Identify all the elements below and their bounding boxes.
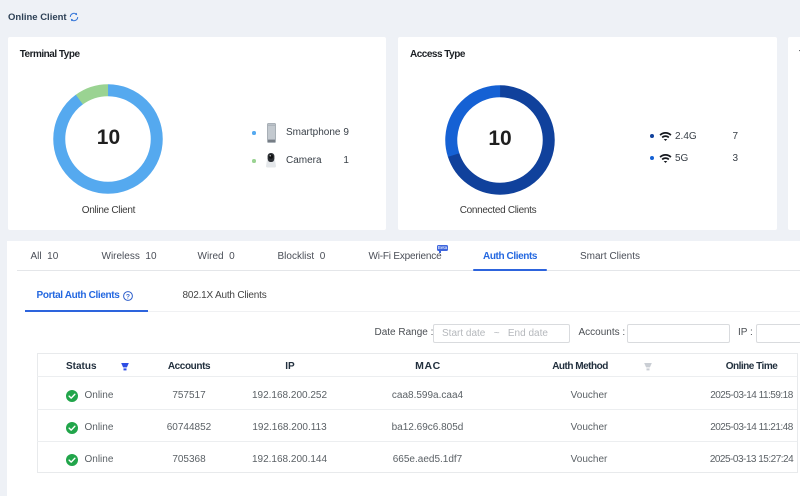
- svg-text:?: ?: [125, 294, 129, 301]
